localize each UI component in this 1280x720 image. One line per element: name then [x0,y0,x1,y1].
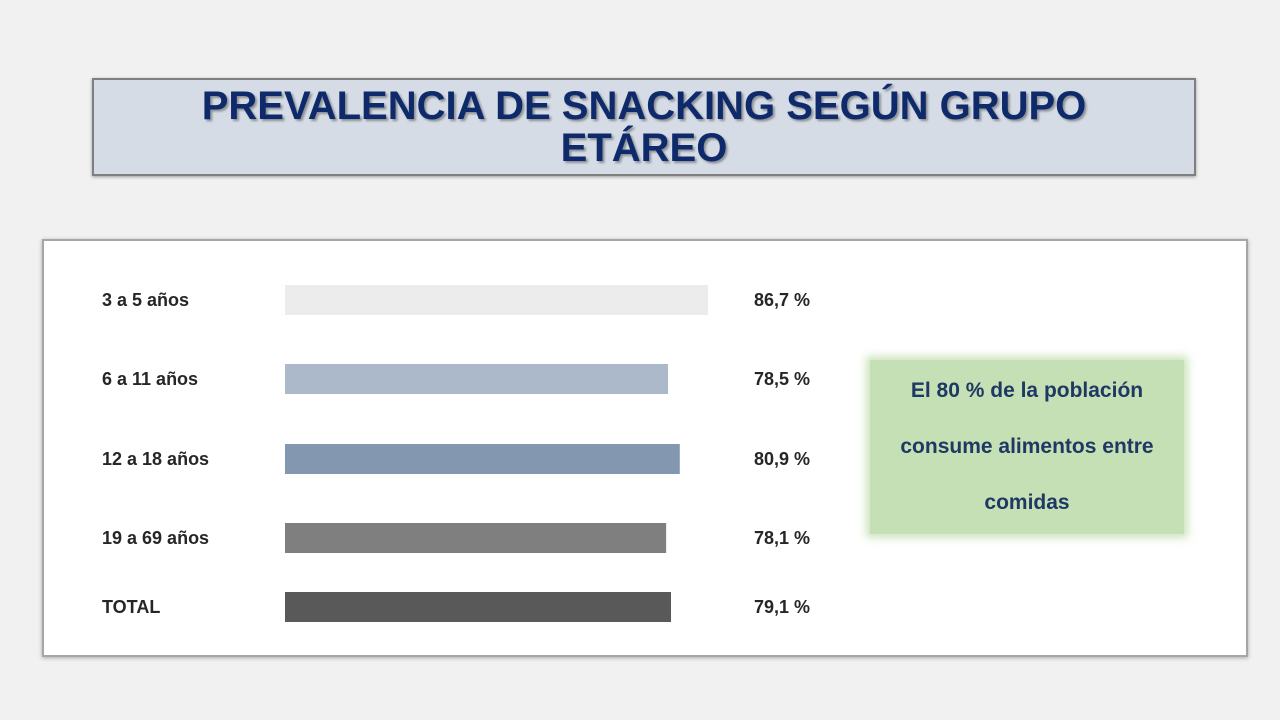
value-label: 78,5 % [754,369,810,389]
bar [285,444,680,474]
category-label: 19 a 69 años [102,528,209,548]
callout-text: El 80 % de la población consume alimento… [900,379,1154,514]
value-label: 86,7 % [754,290,810,310]
page-title: PREVALENCIA DE SNACKING SEGÚN GRUPO ETÁR… [201,84,1087,170]
value-label: 79,1 % [754,597,810,617]
bar [285,592,672,622]
category-label: 12 a 18 años [102,449,209,469]
bar [285,285,709,315]
value-label: 80,9 % [754,449,810,469]
category-label: TOTAL [102,597,160,617]
value-label: 78,1 % [754,528,810,548]
bar [285,523,667,553]
category-label: 6 a 11 años [102,369,198,389]
callout-box: El 80 % de la población consume alimento… [870,360,1184,534]
category-label: 3 a 5 años [102,290,189,310]
bar [285,364,669,394]
bar-chart: 3 a 5 años 86,7 % 6 a 11 años 78,5 % 12 a 18… [102,285,810,622]
title-banner: PREVALENCIA DE SNACKING SEGÚN GRUPO ETÁR… [92,78,1196,176]
